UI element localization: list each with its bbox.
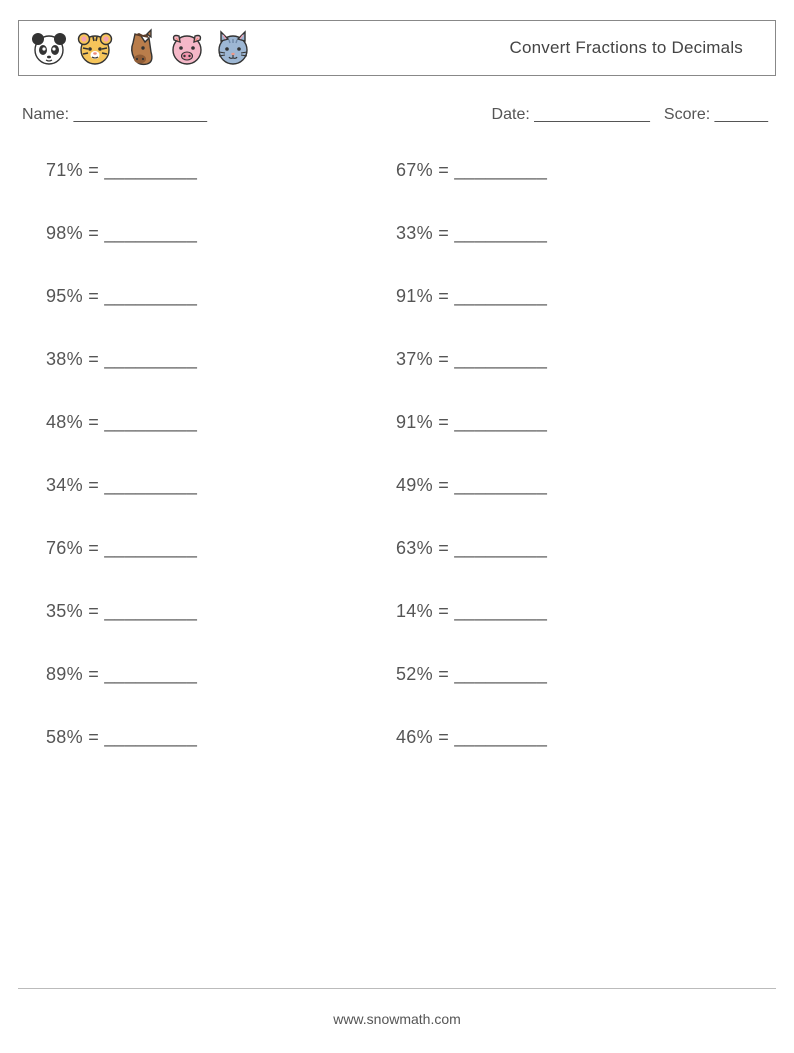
problem-item: 89% = _________ bbox=[46, 664, 396, 685]
problem-item: 34% = _________ bbox=[46, 475, 396, 496]
meta-row: Name: _______________ Date: ____________… bbox=[18, 106, 776, 124]
problems-col-1: 71% = _________ 98% = _________ 95% = ____… bbox=[46, 160, 396, 790]
problem-item: 76% = _________ bbox=[46, 538, 396, 559]
cat-icon bbox=[213, 28, 253, 68]
problem-item: 49% = _________ bbox=[396, 475, 746, 496]
problems-col-2: 67% = _________ 33% = _________ 91% = ____… bbox=[396, 160, 746, 790]
pig-icon bbox=[167, 28, 207, 68]
problem-item: 91% = _________ bbox=[396, 412, 746, 433]
problem-item: 91% = _________ bbox=[396, 286, 746, 307]
problem-item: 14% = _________ bbox=[396, 601, 746, 622]
problem-item: 95% = _________ bbox=[46, 286, 396, 307]
score-field: Score: ______ bbox=[664, 106, 768, 124]
problem-item: 52% = _________ bbox=[396, 664, 746, 685]
animal-icons bbox=[29, 28, 253, 68]
date-field: Date: _____________ bbox=[492, 106, 650, 124]
problem-item: 37% = _________ bbox=[396, 349, 746, 370]
problem-item: 38% = _________ bbox=[46, 349, 396, 370]
problem-item: 98% = _________ bbox=[46, 223, 396, 244]
problem-item: 63% = _________ bbox=[396, 538, 746, 559]
problem-item: 67% = _________ bbox=[396, 160, 746, 181]
horse-icon bbox=[121, 28, 161, 68]
problem-item: 35% = _________ bbox=[46, 601, 396, 622]
name-field: Name: _______________ bbox=[22, 106, 207, 124]
worksheet-title: Convert Fractions to Decimals bbox=[510, 38, 761, 58]
problem-item: 71% = _________ bbox=[46, 160, 396, 181]
problem-item: 46% = _________ bbox=[396, 727, 746, 748]
tiger-icon bbox=[75, 28, 115, 68]
problem-item: 33% = _________ bbox=[396, 223, 746, 244]
problem-item: 48% = _________ bbox=[46, 412, 396, 433]
header-box: Convert Fractions to Decimals bbox=[18, 20, 776, 76]
panda-icon bbox=[29, 28, 69, 68]
footer-rule bbox=[18, 988, 776, 989]
problems-area: 71% = _________ 98% = _________ 95% = ____… bbox=[18, 160, 776, 790]
problem-item: 58% = _________ bbox=[46, 727, 396, 748]
footer-url: www.snowmath.com bbox=[0, 1011, 794, 1027]
